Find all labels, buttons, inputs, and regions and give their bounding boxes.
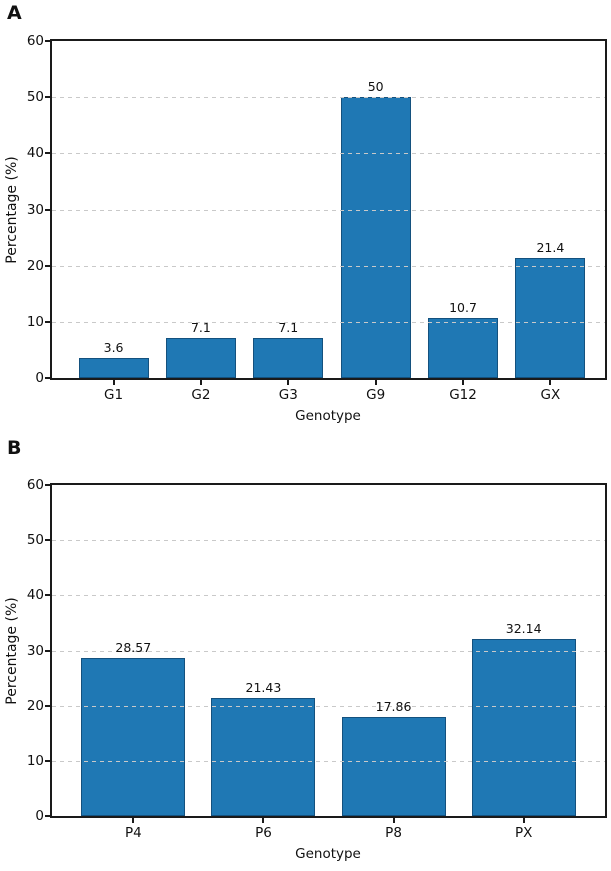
y-tick-label-0: 0 — [35, 370, 44, 386]
x-tick-label-GX: GX — [540, 387, 561, 403]
y-tick-mark — [45, 40, 50, 42]
bar-G3 — [253, 338, 324, 378]
x-tick-label-G9: G9 — [366, 387, 386, 403]
x-tick-mark — [262, 818, 265, 823]
bar-value-label-P8: 17.86 — [375, 699, 412, 715]
bar-G1 — [78, 357, 149, 378]
x-tick-mark — [549, 380, 552, 385]
x-tick-label-G3: G3 — [278, 387, 298, 403]
bar-G9 — [340, 97, 411, 378]
panel-b-x-axis-label: Genotype — [295, 846, 361, 862]
bar-value-label-G1: 3.6 — [103, 339, 124, 355]
y-tick-label-40: 40 — [26, 145, 44, 162]
bar-G12 — [428, 317, 498, 378]
bar-G2 — [166, 338, 236, 378]
x-tick-mark — [287, 380, 290, 385]
x-tick-label-P4: P4 — [124, 825, 142, 841]
x-tick-mark — [522, 818, 525, 823]
y-tick-label-40: 40 — [26, 587, 44, 604]
y-tick-label-20: 20 — [26, 257, 44, 274]
bar-value-label-G3: 7.1 — [278, 320, 299, 336]
bar-value-label-G9: 50 — [367, 79, 384, 95]
gridline-10 — [52, 321, 605, 323]
bar-value-label-G2: 7.1 — [190, 320, 211, 336]
x-tick-mark — [392, 818, 395, 823]
panel-b-plot-area: 28.57 21.43 17.86 32.14 — [50, 483, 607, 818]
gridline-20 — [52, 265, 605, 267]
y-tick-label-60: 60 — [26, 477, 44, 493]
y-tick-mark — [45, 484, 50, 486]
y-tick-label-20: 20 — [26, 697, 44, 714]
bar-P8 — [341, 717, 446, 816]
x-tick-mark — [112, 380, 115, 385]
x-tick-mark — [199, 380, 202, 385]
y-tick-mark — [45, 704, 50, 707]
y-tick-mark — [45, 759, 50, 762]
y-tick-mark — [45, 815, 50, 817]
x-tick-label-G1: G1 — [104, 387, 124, 403]
y-tick-label-60: 60 — [26, 33, 44, 49]
gridline-30 — [52, 650, 605, 652]
y-tick-label-0: 0 — [35, 808, 44, 824]
bar-value-label-P6: 21.43 — [245, 679, 282, 695]
y-tick-label-10: 10 — [26, 313, 44, 330]
bar-P6 — [211, 697, 316, 816]
bar-PX — [471, 638, 576, 816]
panel-a-letter: A — [7, 2, 22, 24]
y-tick-mark — [45, 320, 50, 323]
y-tick-mark — [45, 594, 50, 597]
x-tick-label-G2: G2 — [191, 387, 211, 403]
gridline-40 — [52, 595, 605, 597]
bar-GX — [515, 257, 586, 378]
x-tick-label-P6: P6 — [255, 825, 272, 841]
x-tick-label-G12: G12 — [449, 387, 477, 403]
y-tick-label-30: 30 — [26, 642, 44, 659]
y-tick-mark — [45, 377, 50, 379]
x-tick-mark — [132, 818, 135, 823]
gridline-10 — [52, 760, 605, 762]
panel-b-letter: B — [7, 437, 22, 459]
y-tick-label-10: 10 — [26, 752, 44, 769]
x-tick-label-P8: P8 — [385, 825, 402, 841]
y-tick-label-50: 50 — [26, 532, 44, 549]
y-tick-mark — [45, 264, 50, 267]
gridline-50 — [52, 97, 605, 99]
x-tick-mark — [374, 380, 377, 385]
gridline-50 — [52, 540, 605, 542]
y-tick-mark — [45, 539, 50, 542]
bar-value-label-P4: 28.57 — [115, 640, 152, 656]
panel-a-x-axis-label: Genotype — [295, 408, 361, 424]
y-tick-mark — [45, 152, 50, 155]
y-tick-mark — [45, 649, 50, 652]
panel-a-plot-area: 3.6 7.1 7.1 50 10.7 21.4 — [50, 39, 607, 380]
y-tick-label-30: 30 — [26, 201, 44, 218]
y-tick-mark — [45, 96, 50, 99]
gridline-30 — [52, 209, 605, 211]
y-tick-label-50: 50 — [26, 89, 44, 106]
bar-value-label-G12: 10.7 — [449, 299, 477, 315]
x-tick-mark — [462, 380, 465, 385]
bar-P4 — [81, 658, 186, 816]
gridline-40 — [52, 153, 605, 155]
gridline-20 — [52, 705, 605, 707]
bar-value-label-GX: 21.4 — [536, 239, 565, 255]
y-tick-mark — [45, 208, 50, 211]
x-tick-label-PX: PX — [514, 825, 533, 841]
bar-value-label-PX: 32.14 — [505, 620, 542, 636]
